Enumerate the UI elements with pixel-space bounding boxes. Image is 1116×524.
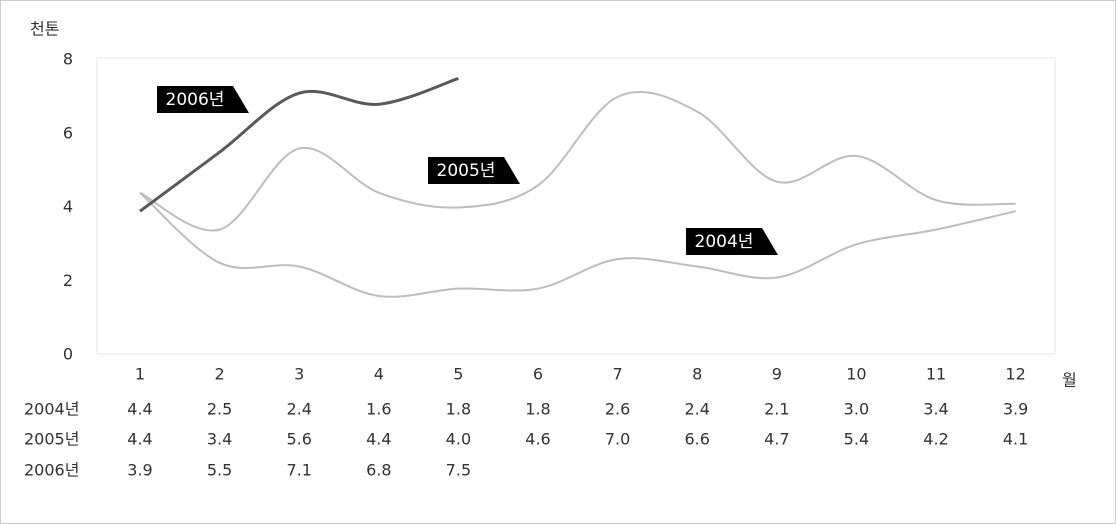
x-tick-label: 5 (453, 365, 463, 384)
series-annotation: 2004년 (686, 228, 778, 255)
table-cell: 6.6 (684, 430, 709, 449)
x-tick-label: 1 (135, 365, 145, 384)
table-cell: 1.6 (366, 400, 391, 419)
table-cell: 3.0 (844, 400, 869, 419)
table-cell: 6.8 (366, 461, 391, 480)
table-cell: 2.6 (605, 400, 630, 419)
x-tick-label: 12 (1005, 365, 1025, 384)
annotation-label: 2005년 (437, 161, 496, 181)
x-tick-label: 6 (533, 365, 543, 384)
table-row-label: 2006년 (24, 461, 79, 480)
plot-area (96, 57, 1056, 355)
table-cell: 5.6 (286, 430, 311, 449)
table-cell: 7.0 (605, 430, 630, 449)
table-cell: 4.6 (525, 430, 550, 449)
table-cell: 4.2 (923, 430, 948, 449)
y-axis-label: 천톤 (30, 20, 59, 39)
table-cell: 4.4 (127, 430, 152, 449)
x-axis-label: 월 (1062, 371, 1077, 390)
series-annotation: 2005년 (428, 157, 520, 184)
table-cell: 4.0 (446, 430, 471, 449)
table-cell: 3.4 (923, 400, 948, 419)
table-cell: 2.1 (764, 400, 789, 419)
series-line (139, 191, 1016, 298)
y-tick-label: 8 (63, 50, 73, 69)
annotation-label: 2004년 (695, 232, 754, 252)
table-cell: 4.7 (764, 430, 789, 449)
y-tick-label: 4 (63, 197, 73, 216)
table-cell: 3.4 (207, 430, 232, 449)
y-tick-label: 2 (63, 271, 73, 290)
table-cell: 7.1 (286, 461, 311, 480)
table-cell: 4.1 (1003, 430, 1028, 449)
table-row-label: 2004년 (24, 400, 79, 419)
table-cell: 2.4 (684, 400, 709, 419)
x-tick-label: 2 (215, 365, 225, 384)
table-cell: 7.5 (446, 461, 471, 480)
annotation-arrow (233, 86, 249, 113)
x-tick-label: 10 (846, 365, 866, 384)
x-tick-label: 4 (374, 365, 384, 384)
table-cell: 5.4 (844, 430, 869, 449)
table-cell: 2.4 (286, 400, 311, 419)
x-tick-label: 8 (692, 365, 702, 384)
table-cell: 1.8 (446, 400, 471, 419)
table-cell: 3.9 (1003, 400, 1028, 419)
table-row-label: 2005년 (24, 430, 79, 449)
y-tick-label: 6 (63, 123, 73, 142)
x-tick-label: 11 (926, 365, 946, 384)
table-cell: 1.8 (525, 400, 550, 419)
annotation-label: 2006년 (166, 90, 225, 110)
series-line (139, 90, 1016, 232)
y-tick-label: 0 (63, 345, 73, 364)
x-tick-label: 3 (294, 365, 304, 384)
table-cell: 4.4 (127, 400, 152, 419)
annotation-box (428, 157, 504, 184)
annotation-box (157, 86, 233, 113)
x-tick-label: 9 (772, 365, 782, 384)
series-line (139, 77, 459, 213)
annotation-arrow (504, 157, 520, 184)
table-cell: 2.5 (207, 400, 232, 419)
table-cell: 5.5 (207, 461, 232, 480)
annotation-arrow (762, 228, 778, 255)
table-cell: 4.4 (366, 430, 391, 449)
x-tick-label: 7 (613, 365, 623, 384)
table-cell: 3.9 (127, 461, 152, 480)
series-annotation: 2006년 (157, 86, 249, 113)
annotation-box (686, 228, 762, 255)
